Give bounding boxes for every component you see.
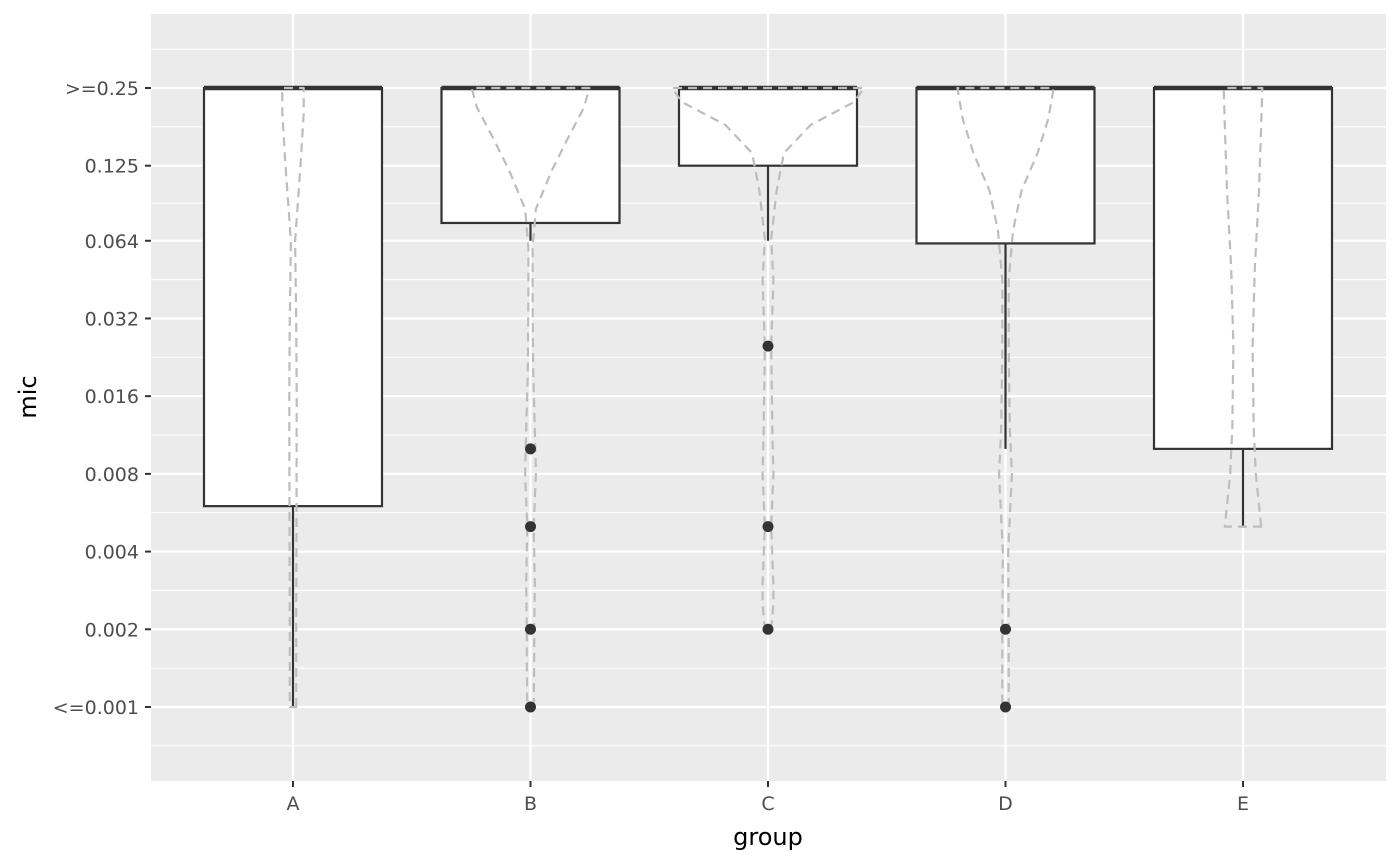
outlier-point xyxy=(525,623,536,635)
y-tick-label: 0.002 xyxy=(85,619,139,641)
box-body xyxy=(202,86,384,508)
violin-outline xyxy=(956,86,1055,709)
outlier-points xyxy=(525,340,1011,713)
box-body xyxy=(915,86,1096,245)
y-tick-label: 0.004 xyxy=(85,542,139,564)
y-tick-label: 0.032 xyxy=(85,308,139,330)
x-axis-title: group xyxy=(733,823,803,851)
box-body xyxy=(677,86,859,167)
y-tick-label: <=0.001 xyxy=(53,697,139,719)
violin-outline xyxy=(670,86,866,631)
x-tick-label: B xyxy=(524,793,537,815)
outlier-point xyxy=(525,701,536,713)
x-tick-label: E xyxy=(1237,793,1249,815)
y-tick-label: 0.008 xyxy=(85,464,139,486)
violin-outline xyxy=(470,86,591,709)
violin-outline xyxy=(281,86,305,709)
x-axis-ticks: A B C D E xyxy=(287,781,1249,815)
violin-outline xyxy=(1222,86,1264,528)
box-body xyxy=(1152,86,1334,450)
y-tick-label: 0.125 xyxy=(85,156,139,178)
outlier-point xyxy=(762,623,774,635)
violins xyxy=(281,86,1264,709)
y-tick-label: 0.016 xyxy=(85,386,139,408)
y-tick-label: >=0.25 xyxy=(65,78,139,100)
outlier-point xyxy=(1000,623,1011,635)
outlier-point xyxy=(1000,701,1011,713)
y-axis-ticks: <=0.001 0.002 0.004 0.008 0.016 0.032 0.064 0.1… xyxy=(53,78,151,719)
x-tick-label: C xyxy=(761,793,774,815)
x-tick-label: D xyxy=(998,793,1013,815)
y-axis-title: mic xyxy=(14,375,42,418)
x-tick-label: A xyxy=(287,793,300,815)
boxes xyxy=(202,85,1334,707)
y-tick-label: 0.064 xyxy=(85,231,139,253)
outlier-point xyxy=(525,443,536,455)
outlier-point xyxy=(762,340,774,352)
outlier-point xyxy=(525,521,536,533)
outlier-point xyxy=(762,521,774,533)
box-body xyxy=(440,86,621,225)
